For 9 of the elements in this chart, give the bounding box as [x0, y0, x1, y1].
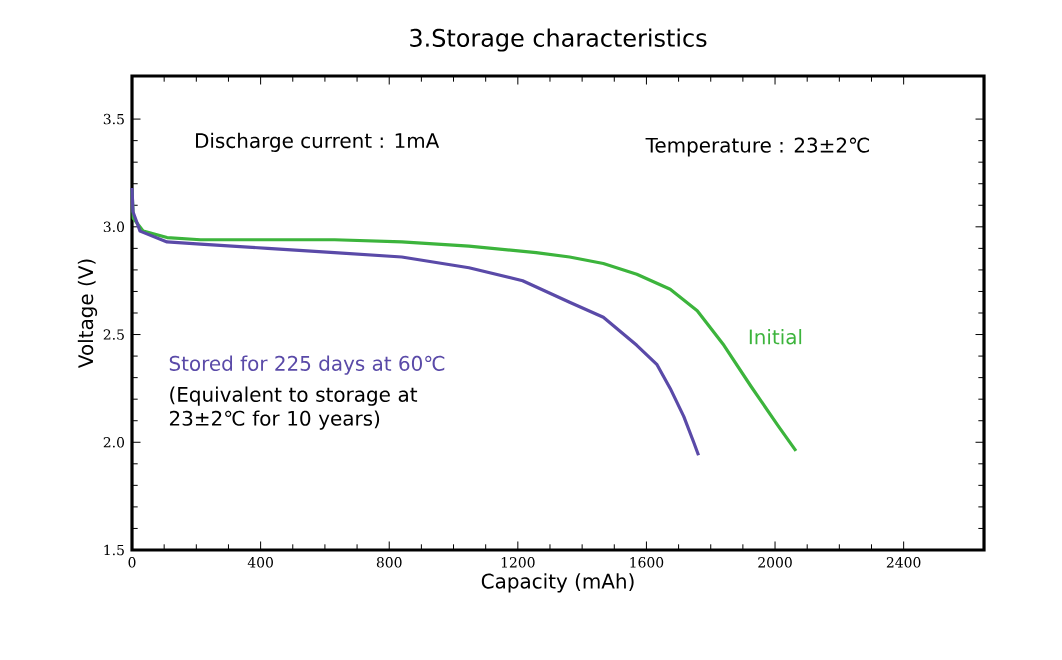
series-label: Initial — [749, 328, 802, 345]
chart-title: 3.Storage characteristics — [410, 28, 707, 52]
x-axis-title: Capacity (mAh) — [481, 573, 634, 593]
annotation: (Equivalent to storage at 23±2℃ for 10 years) — [169, 386, 418, 430]
y-axis-title: Voltage (V) — [77, 259, 98, 368]
annotation: Discharge current : 1mA — [196, 132, 440, 153]
annotation: Temperature : 23±2℃ — [645, 137, 870, 157]
line-series — [130, 186, 701, 457]
text: Stored for 225 days at 60℃ — [169, 355, 445, 375]
